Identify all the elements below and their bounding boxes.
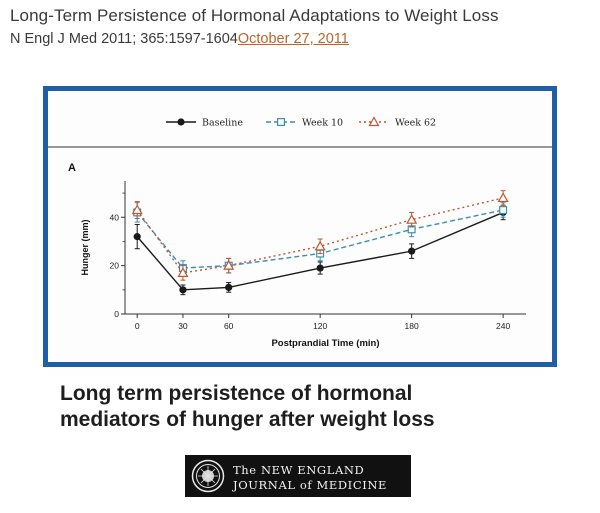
- nejm-seal-icon: [191, 459, 225, 493]
- legend-marker-2: [368, 116, 380, 127]
- hunger-chart: A Baseline Week 10 Week 62 0 20 40 0 30 60 120 180 2…: [48, 116, 552, 349]
- data-point-2-5: [497, 192, 509, 203]
- slide-title: Long-Term Persistence of Hormonal Adapta…: [10, 6, 499, 25]
- nejm-logo: The NEW ENGLAND JOURNAL of MEDICINE: [185, 455, 411, 497]
- data-point-0-1: [179, 286, 187, 294]
- data-point-0-0: [133, 233, 141, 241]
- slide-caption: Long term persistence of hormonal mediat…: [60, 381, 435, 433]
- legend-label-0: Baseline: [202, 118, 243, 129]
- legend-marker-1: [277, 118, 286, 127]
- data-point-2-2: [223, 259, 235, 270]
- citation-date-link[interactable]: October 27, 2011: [237, 31, 349, 47]
- x-tick-label-5: 240: [496, 321, 510, 331]
- series-line-0: [136, 211, 504, 291]
- data-point-2-4: [406, 213, 418, 224]
- legend-marker-0: [177, 118, 185, 126]
- y-tick-label-1: 20: [110, 261, 120, 271]
- y-tick-label-2: 40: [110, 212, 120, 222]
- nejm-logo-line-1: The NEW ENGLAND: [233, 463, 365, 477]
- x-tick-label-1: 30: [178, 321, 188, 331]
- series-line-2: [136, 197, 504, 274]
- nejm-logo-line-2: JOURNAL of MEDICINE: [233, 478, 388, 492]
- x-axis-label: Postprandial Time (min): [271, 338, 379, 349]
- legend-label-1: Week 10: [302, 118, 343, 129]
- caption-line-2: mediators of hunger after weight loss: [60, 408, 435, 431]
- figure-frame: A Baseline Week 10 Week 62 0 20 40 0 30 60 120 180 2…: [43, 86, 557, 367]
- caption-line-1: Long term persistence of hormonal: [60, 382, 413, 405]
- legend-label-2: Week 62: [395, 118, 436, 129]
- citation: N Engl J Med 2011; 365:1597-1604October …: [10, 31, 349, 47]
- data-point-0-2: [225, 283, 233, 291]
- series-line-1: [136, 209, 504, 269]
- data-point-2-1: [177, 267, 189, 277]
- data-point-0-4: [408, 247, 416, 255]
- data-point-0-3: [316, 264, 324, 272]
- x-tick-label-3: 120: [313, 321, 327, 331]
- y-tick-label-0: 0: [114, 309, 119, 319]
- data-point-1-5: [499, 206, 508, 215]
- x-tick-label-0: 0: [135, 321, 140, 331]
- panel-label: A: [68, 162, 76, 174]
- x-tick-label-4: 180: [405, 321, 419, 331]
- citation-reference: N Engl J Med 2011; 365:1597-1604: [10, 31, 238, 47]
- x-tick-label-2: 60: [224, 321, 234, 331]
- y-axis-label: Hunger (mm): [80, 219, 90, 275]
- data-point-2-3: [314, 240, 326, 251]
- data-point-2-0: [131, 204, 143, 215]
